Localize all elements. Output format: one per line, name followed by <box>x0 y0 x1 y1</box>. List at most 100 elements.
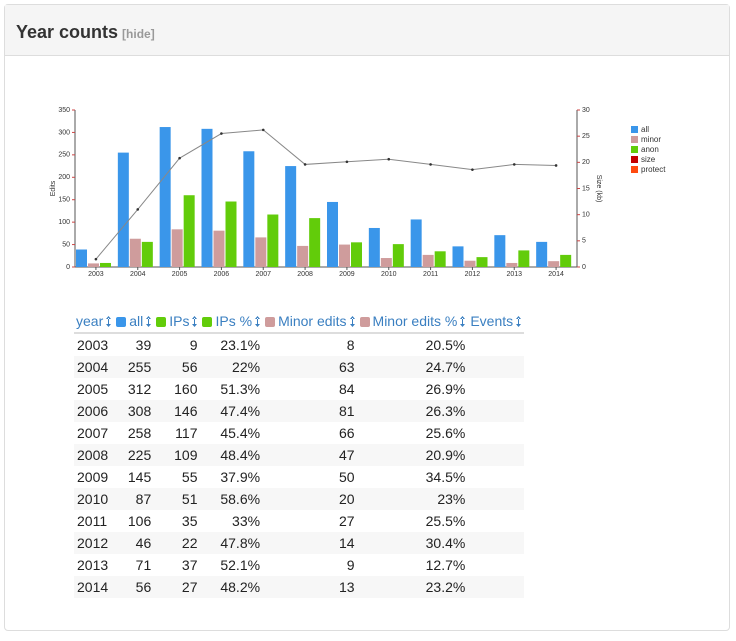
legend-label: protect <box>641 165 666 174</box>
bar <box>506 262 518 267</box>
table-cell: 84 <box>338 381 355 397</box>
bar <box>183 195 195 267</box>
table-cell: 34.5% <box>425 469 466 485</box>
bar <box>76 249 87 267</box>
y2-tick-label: 15 <box>582 185 590 192</box>
table-cell: 160 <box>174 381 198 397</box>
x-tick-label: 2007 <box>255 271 271 278</box>
color-square <box>156 317 167 327</box>
column-header[interactable]: Minor edits <box>263 310 358 334</box>
table-cell: 71 <box>135 557 152 573</box>
table-cell: 48.4% <box>200 444 264 466</box>
table-cell: 26.9% <box>425 381 466 397</box>
column-header[interactable]: Events <box>468 310 525 334</box>
y2-axis-label: Size (kb) <box>595 175 602 203</box>
size-point <box>345 160 349 164</box>
legend-label: size <box>641 155 656 164</box>
bar <box>171 229 183 267</box>
column-header[interactable]: all <box>114 310 155 334</box>
table-cell <box>468 488 525 510</box>
column-header[interactable]: IPs % <box>200 310 264 334</box>
table-cell <box>468 356 525 378</box>
table-cell: 225 <box>114 444 155 466</box>
table-cell: 52.1% <box>220 557 261 573</box>
column-header[interactable]: year <box>74 310 115 334</box>
table-cell: 24.7% <box>357 356 469 378</box>
panel-title: Year counts [hide] <box>16 22 155 43</box>
header-text: Events <box>470 313 514 329</box>
table-cell: 2013 <box>77 557 109 573</box>
bar <box>100 262 111 267</box>
bar <box>129 238 141 267</box>
table-row: 2006 308 146 47.4% 81 26.3% <box>74 400 525 422</box>
bar <box>351 242 362 267</box>
header-text: IPs % <box>215 313 253 329</box>
y2-tick-label: 0 <box>582 264 586 271</box>
table-cell: 55 <box>181 469 198 485</box>
y-tick-label: 350 <box>58 107 70 114</box>
column-header[interactable]: IPs <box>154 310 201 334</box>
size-line <box>95 129 557 260</box>
bar <box>536 241 548 267</box>
year-table: year all IPs IPs % Minor edits Minor edits % E… <box>74 310 525 598</box>
table-cell <box>468 466 524 488</box>
table-cell: 47.4% <box>200 400 264 422</box>
x-tick-label: 2004 <box>130 271 146 278</box>
bar <box>267 214 279 267</box>
table-row: 2010 87 51 58.6% 20 23% <box>74 488 525 510</box>
legend-swatch <box>631 166 638 173</box>
bar <box>518 250 530 267</box>
sort-icon <box>349 316 355 327</box>
legend-swatch <box>631 146 638 153</box>
size-point <box>429 163 432 166</box>
bar <box>422 254 434 267</box>
table-cell: 13 <box>263 576 358 598</box>
bar <box>368 227 380 267</box>
header-row: year all IPs IPs % Minor edits Minor edits % E… <box>74 310 525 334</box>
bar <box>309 218 321 267</box>
color-square <box>116 317 127 327</box>
table-cell: 20.5% <box>425 337 466 353</box>
table-cell: 37 <box>181 557 198 573</box>
y-tick-label: 100 <box>58 219 70 226</box>
size-point <box>136 208 140 211</box>
table-cell: 2012 <box>74 532 115 554</box>
table-cell: 56 <box>114 576 155 598</box>
table-cell <box>468 378 524 400</box>
table-cell: 2009 <box>77 469 109 485</box>
table-row: 2004 255 56 22% 63 24.7% <box>74 356 525 378</box>
bar <box>339 244 350 267</box>
table-cell: 27 <box>338 513 355 529</box>
sort-icon <box>255 316 261 327</box>
legend-label: all <box>641 125 649 134</box>
header-text: Minor edits <box>278 313 347 329</box>
table-row: 2003 39 9 23.1% 8 20.5% <box>74 333 524 356</box>
size-point <box>512 163 516 166</box>
table-cell: 27 <box>154 576 201 598</box>
table-cell: 58.6% <box>200 488 264 510</box>
bar <box>476 257 488 267</box>
bar <box>141 241 153 267</box>
table-cell: 8 <box>346 337 355 353</box>
table-cell: 51 <box>154 488 201 510</box>
x-tick-label: 2005 <box>172 271 188 278</box>
table-row: 2005 312 160 51.3% 84 26.9% <box>74 378 524 400</box>
header-text: all <box>129 313 144 329</box>
size-point <box>261 128 265 132</box>
table-cell: 20.9% <box>357 444 469 466</box>
bar <box>297 245 309 267</box>
legend-label: anon <box>641 145 659 154</box>
bar <box>225 201 237 267</box>
bar <box>380 258 392 267</box>
table-cell: 51.3% <box>220 381 261 397</box>
y-axis-label: Edits <box>50 180 57 196</box>
bar <box>159 127 171 267</box>
column-header[interactable]: Minor edits % <box>357 310 469 334</box>
x-tick-label: 2003 <box>88 271 104 278</box>
hide-toggle[interactable]: [hide] <box>122 27 155 41</box>
color-square <box>202 317 213 327</box>
y2-tick-label: 30 <box>582 107 590 114</box>
table-cell: 9 <box>189 337 198 353</box>
size-point <box>94 257 98 261</box>
table-cell: 2014 <box>74 576 115 598</box>
